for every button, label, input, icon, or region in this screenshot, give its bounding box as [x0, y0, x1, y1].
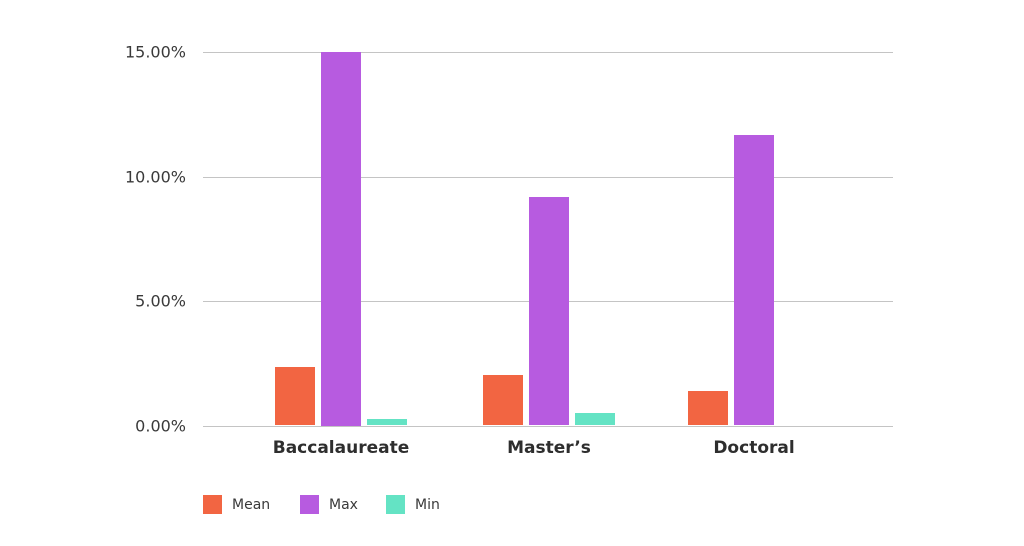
legend-swatch: [300, 495, 319, 514]
bar-min: [575, 413, 615, 426]
bar-max: [529, 197, 569, 426]
y-tick-label: 15.00%: [124, 42, 186, 62]
gridline: [203, 425, 893, 427]
x-tick-label: Doctoral: [713, 438, 795, 458]
x-tick-label: Master’s: [507, 438, 591, 458]
legend-label: Min: [415, 496, 440, 513]
bar-mean: [688, 391, 728, 426]
legend-swatch: [386, 495, 405, 514]
legend-item-min: Min: [386, 495, 440, 514]
legend-label: Mean: [232, 496, 271, 513]
y-tick-label: 0.00%: [135, 416, 186, 435]
legend-item-max: Max: [300, 495, 358, 514]
bar-mean: [275, 366, 315, 426]
gridline: [203, 176, 893, 178]
bar-max: [734, 134, 774, 426]
bar-max: [321, 52, 361, 426]
bar-mean: [483, 374, 523, 426]
legend-label: Max: [329, 496, 358, 513]
legend-item-mean: Mean: [203, 495, 270, 514]
x-tick-label: Baccalaureate: [272, 438, 410, 458]
bar-min: [367, 418, 407, 426]
gridline: [203, 52, 893, 53]
y-tick-label: 5.00%: [135, 291, 186, 311]
legend-swatch: [203, 495, 222, 514]
y-tick-label: 10.00%: [124, 167, 186, 186]
